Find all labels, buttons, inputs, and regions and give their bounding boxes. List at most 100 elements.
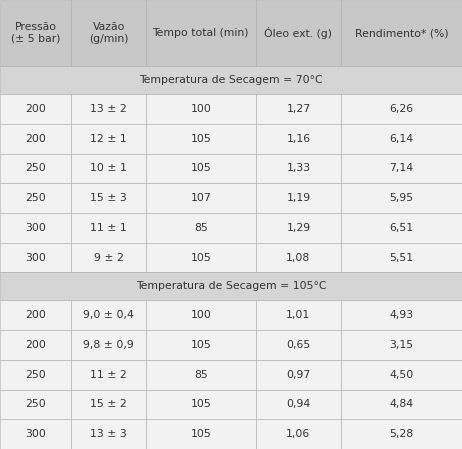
Bar [0,0,72,66]
Bar [256,94,341,124]
Text: 1,33: 1,33 [286,163,310,173]
Bar [256,330,341,360]
Bar [0,94,72,124]
Bar [256,419,341,449]
Text: 4,50: 4,50 [389,370,413,380]
Bar [256,0,341,66]
Bar [0,154,72,183]
Text: 300: 300 [25,223,46,233]
Bar [72,300,146,330]
Bar [256,154,341,183]
Text: 4,84: 4,84 [389,400,413,409]
Text: 12 ± 1: 12 ± 1 [90,134,127,144]
Bar [0,243,72,273]
Bar [341,0,462,66]
Text: 100: 100 [190,310,211,320]
Bar [72,94,146,124]
Bar [146,390,256,419]
Bar [146,183,256,213]
Bar [72,154,146,183]
Text: 0,94: 0,94 [286,400,310,409]
Bar [341,243,462,273]
Bar [256,243,341,273]
Bar [256,300,341,330]
Bar [341,419,462,449]
Text: 10 ± 1: 10 ± 1 [90,163,127,173]
Text: 1,08: 1,08 [286,253,310,263]
Text: 5,51: 5,51 [389,253,413,263]
Bar [146,419,256,449]
Text: 15 ± 3: 15 ± 3 [90,193,127,203]
Text: 100: 100 [190,104,211,114]
Text: 3,15: 3,15 [389,340,413,350]
Text: 5,95: 5,95 [389,193,413,203]
Bar [146,330,256,360]
Text: 250: 250 [25,193,46,203]
Text: 13 ± 2: 13 ± 2 [90,104,127,114]
Text: 11 ± 1: 11 ± 1 [90,223,127,233]
Text: 105: 105 [190,429,211,439]
Bar [72,124,146,154]
Text: 1,19: 1,19 [286,193,310,203]
Text: 1,27: 1,27 [286,104,310,114]
Text: 6,51: 6,51 [389,223,413,233]
Bar [0,360,72,390]
Text: Rendimento* (%): Rendimento* (%) [355,28,448,38]
Text: 200: 200 [25,310,46,320]
Text: Temperatura de Secagem = 70°C: Temperatura de Secagem = 70°C [139,75,323,85]
Bar [0,390,72,419]
Bar [146,213,256,243]
Bar [341,124,462,154]
Bar [72,360,146,390]
Text: 5,28: 5,28 [389,429,413,439]
Bar [256,213,341,243]
Bar [341,154,462,183]
Text: 9,8 ± 0,9: 9,8 ± 0,9 [83,340,134,350]
Text: 107: 107 [190,193,211,203]
Bar [146,154,256,183]
Bar [72,0,146,66]
Text: 6,14: 6,14 [389,134,413,144]
Text: 6,26: 6,26 [389,104,413,114]
Text: 300: 300 [25,429,46,439]
Bar [0,124,72,154]
Bar [72,213,146,243]
Text: 4,93: 4,93 [389,310,413,320]
Bar [341,300,462,330]
Bar [341,390,462,419]
Text: 250: 250 [25,370,46,380]
Text: 85: 85 [194,370,207,380]
Bar [0,213,72,243]
Bar [0,66,462,94]
Bar [146,243,256,273]
Text: 250: 250 [25,400,46,409]
Bar [146,94,256,124]
Bar [341,330,462,360]
Text: 9,0 ± 0,4: 9,0 ± 0,4 [83,310,134,320]
Text: 200: 200 [25,134,46,144]
Text: 13 ± 3: 13 ± 3 [90,429,127,439]
Bar [0,419,72,449]
Text: Óleo ext. (g): Óleo ext. (g) [264,27,332,39]
Bar [72,390,146,419]
Bar [256,183,341,213]
Text: Tempo total (min): Tempo total (min) [152,28,249,38]
Text: 1,16: 1,16 [286,134,310,144]
Text: 200: 200 [25,340,46,350]
Text: Temperatura de Secagem = 105°C: Temperatura de Secagem = 105°C [136,282,326,291]
Bar [0,273,462,300]
Bar [341,183,462,213]
Text: 1,06: 1,06 [286,429,310,439]
Text: 0,65: 0,65 [286,340,310,350]
Text: 15 ± 2: 15 ± 2 [90,400,127,409]
Text: 105: 105 [190,340,211,350]
Text: 85: 85 [194,223,207,233]
Text: 0,97: 0,97 [286,370,310,380]
Bar [256,390,341,419]
Text: 11 ± 2: 11 ± 2 [90,370,127,380]
Text: 7,14: 7,14 [389,163,413,173]
Bar [341,94,462,124]
Bar [72,330,146,360]
Text: 9 ± 2: 9 ± 2 [94,253,123,263]
Text: 105: 105 [190,400,211,409]
